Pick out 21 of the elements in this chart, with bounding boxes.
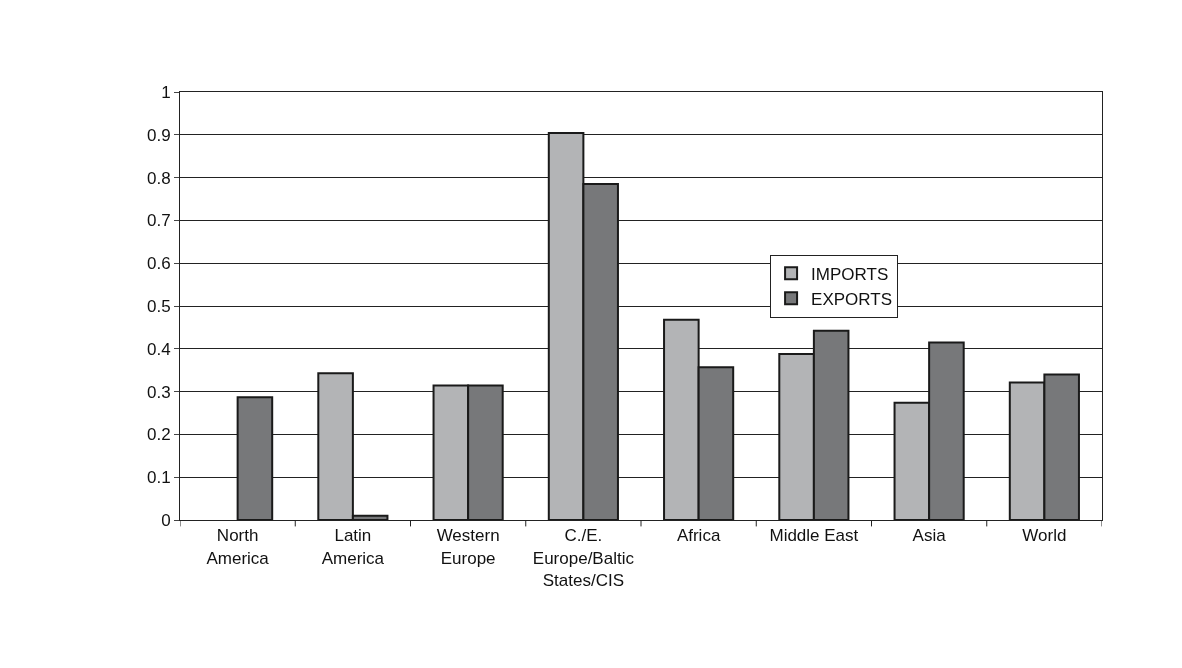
x-tick-label: Africa	[676, 526, 721, 546]
legend-label: IMPORTS	[811, 264, 889, 284]
x-tick-label: C./E. Europe/Baltic States/CIS	[532, 526, 635, 590]
y-tick-label: 1	[161, 82, 171, 102]
x-tick-label: Middle East	[769, 526, 859, 546]
y-tick-label: 0.9	[146, 125, 171, 145]
x-tick-label: Western Europe	[436, 526, 500, 568]
x-tick-label: North America	[206, 526, 270, 568]
y-tick-label: 0.3	[146, 382, 171, 402]
legend-label: EXPORTS	[811, 289, 893, 309]
y-tick-label: 0	[161, 510, 171, 530]
y-tick-label: 0.1	[146, 468, 171, 488]
x-tick-label: Latin America	[321, 526, 385, 568]
y-tick-label: 0.5	[146, 296, 171, 316]
y-tick-label: 0.2	[146, 425, 171, 445]
x-tick-label: Asia	[912, 526, 947, 546]
x-tick-label: World	[1022, 526, 1067, 546]
y-tick-label: 0.4	[146, 339, 171, 359]
y-tick-label: 0.8	[146, 168, 171, 188]
y-tick-label: 0.7	[146, 211, 171, 231]
y-tick-label: 0.6	[146, 254, 171, 274]
